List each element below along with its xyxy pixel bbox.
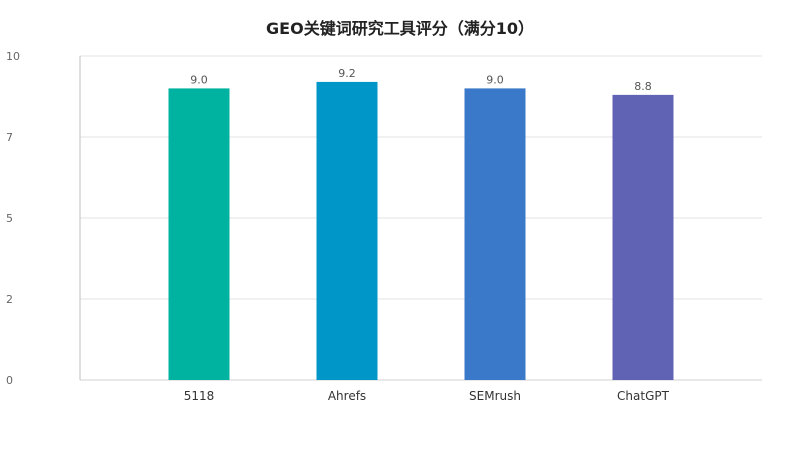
data-label: 9.0 — [486, 73, 504, 86]
x-tick-label: Ahrefs — [328, 389, 366, 403]
bar-ahrefs — [316, 81, 378, 381]
bar-5118 — [168, 88, 230, 381]
data-label: 9.2 — [338, 67, 356, 80]
y-tick-label: 2 — [6, 293, 13, 306]
data-label: 9.0 — [190, 73, 208, 86]
x-tick-label: 5118 — [184, 389, 215, 403]
bar-chatgpt — [612, 94, 674, 380]
data-label: 8.8 — [634, 80, 652, 93]
y-tick-label: 0 — [6, 374, 13, 387]
y-tick-label: 10 — [6, 50, 20, 63]
y-tick-label: 5 — [6, 212, 13, 225]
x-tick-label: SEMrush — [469, 389, 521, 403]
x-tick-label: ChatGPT — [617, 389, 670, 403]
y-tick-label: 7 — [6, 131, 13, 144]
bar-semrush — [464, 88, 526, 381]
chart-title: GEO关键词研究工具评分（满分10） — [266, 19, 534, 38]
